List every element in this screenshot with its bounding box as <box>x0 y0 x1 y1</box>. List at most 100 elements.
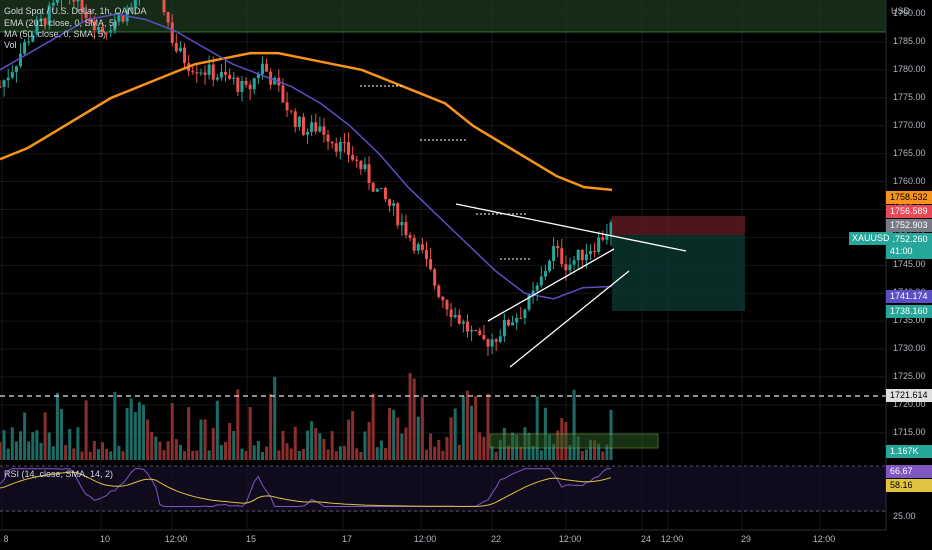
candle-body <box>560 248 564 265</box>
volume-bar <box>170 403 174 460</box>
volume-bar <box>445 436 449 460</box>
position-target-zone[interactable] <box>612 235 745 311</box>
volume-bar <box>101 442 105 460</box>
candle-body <box>580 249 584 261</box>
volume-bar <box>236 389 240 460</box>
candle-body <box>543 271 547 277</box>
position-stop-zone[interactable] <box>612 216 745 235</box>
volume-bar <box>224 441 228 460</box>
volume-bar <box>297 450 301 460</box>
candle-body <box>523 309 527 319</box>
volume-bar <box>273 376 277 460</box>
volume-bar <box>412 378 416 460</box>
volume-bar <box>293 426 297 460</box>
candle-body <box>39 18 43 21</box>
volume-bar <box>392 409 396 460</box>
symbol-tag[interactable]: XAUUSD <box>849 232 893 245</box>
volume-bar <box>531 445 535 460</box>
candle-body <box>400 222 404 226</box>
volume-bar <box>359 451 363 460</box>
currency-label[interactable]: USD <box>891 6 911 16</box>
volume-bar <box>605 444 609 460</box>
candle-body <box>412 237 416 251</box>
time-tick: 12:00 <box>660 534 684 544</box>
price-tick: 1725.00 <box>893 371 926 381</box>
volume-bar <box>433 446 437 460</box>
candle-body <box>35 20 39 35</box>
volume-bar <box>342 445 346 460</box>
volume-bar <box>207 450 211 460</box>
candle-body <box>92 21 96 31</box>
ma-legend[interactable]: MA (50, close, 0, SMA, 5) <box>4 29 107 39</box>
volume-bar <box>248 406 252 460</box>
last-price-label: 1752.260 41:00 <box>886 233 932 259</box>
volume-highlight-box[interactable] <box>489 433 659 449</box>
candle-body <box>117 15 121 22</box>
volume-bar <box>137 402 141 460</box>
symbol-title[interactable]: Gold Spot / U.S. Dollar, 1h, OANDA <box>4 6 147 16</box>
volume-bar <box>465 390 469 460</box>
volume-bar <box>265 446 269 460</box>
volume-bar <box>6 448 10 460</box>
candle-body <box>396 203 400 226</box>
candle-body <box>101 26 105 33</box>
candle-body <box>72 0 76 2</box>
candle-body <box>347 142 351 156</box>
candle-body <box>96 26 100 31</box>
candle-body <box>170 22 174 43</box>
candle-body <box>478 330 482 336</box>
candle-body <box>31 34 35 42</box>
ema-price-label: 1758.532 <box>886 191 932 204</box>
candles <box>0 0 613 357</box>
candle-body <box>6 77 10 81</box>
candle-body <box>547 260 551 272</box>
candle-body <box>601 237 605 240</box>
rsi-legend[interactable]: RSI (14, close, SMA, 14, 2) <box>4 469 114 479</box>
candle-body <box>215 77 219 80</box>
candle-body <box>519 317 523 319</box>
vol-legend[interactable]: Vol <box>4 40 17 50</box>
volume-bar <box>117 445 121 460</box>
price-tick: 1715.00 <box>893 426 926 437</box>
candle-body <box>129 7 133 10</box>
time-tick: 10 <box>99 534 111 544</box>
volume-bar <box>301 448 305 460</box>
candle-body <box>80 0 84 13</box>
candle-body <box>494 339 498 342</box>
candle-body <box>470 330 474 332</box>
target-price-label: 1738.160 <box>886 305 932 318</box>
volume-bar <box>597 443 601 460</box>
volume-bar <box>289 448 293 460</box>
volume-bar <box>64 445 68 460</box>
volume-bar <box>277 450 281 460</box>
candle-body <box>55 0 59 3</box>
supply-zone[interactable] <box>0 0 886 32</box>
volume-bar <box>47 432 51 460</box>
volume-bar <box>68 429 72 460</box>
candle-body <box>306 131 310 135</box>
volume-bar <box>400 433 404 460</box>
entry-price-label: 1752.903 <box>886 219 932 232</box>
price-tick: 1770.00 <box>893 119 926 130</box>
candle-body <box>465 321 469 332</box>
candle-body <box>433 269 437 286</box>
volume-value-label: 1.167K <box>886 445 932 458</box>
wedge-trendlines[interactable] <box>455 203 687 368</box>
candle-body <box>232 77 236 79</box>
price-tick: 1785.00 <box>893 35 926 46</box>
candle-body <box>76 0 80 2</box>
candle-body <box>265 63 269 72</box>
candle-body <box>240 80 244 92</box>
candle-body <box>445 300 449 310</box>
volume-bar <box>314 428 318 460</box>
volume-bar <box>129 398 133 460</box>
ema-legend[interactable]: EMA (201, close, 0, SMA, 5) <box>4 18 118 28</box>
candle-body <box>289 110 293 112</box>
candle-body <box>322 126 326 135</box>
candle-body <box>552 245 556 261</box>
candle-body <box>260 63 264 75</box>
candle-body <box>330 141 334 144</box>
volume-bar <box>39 442 43 460</box>
time-tick: 12:00 <box>164 534 188 544</box>
